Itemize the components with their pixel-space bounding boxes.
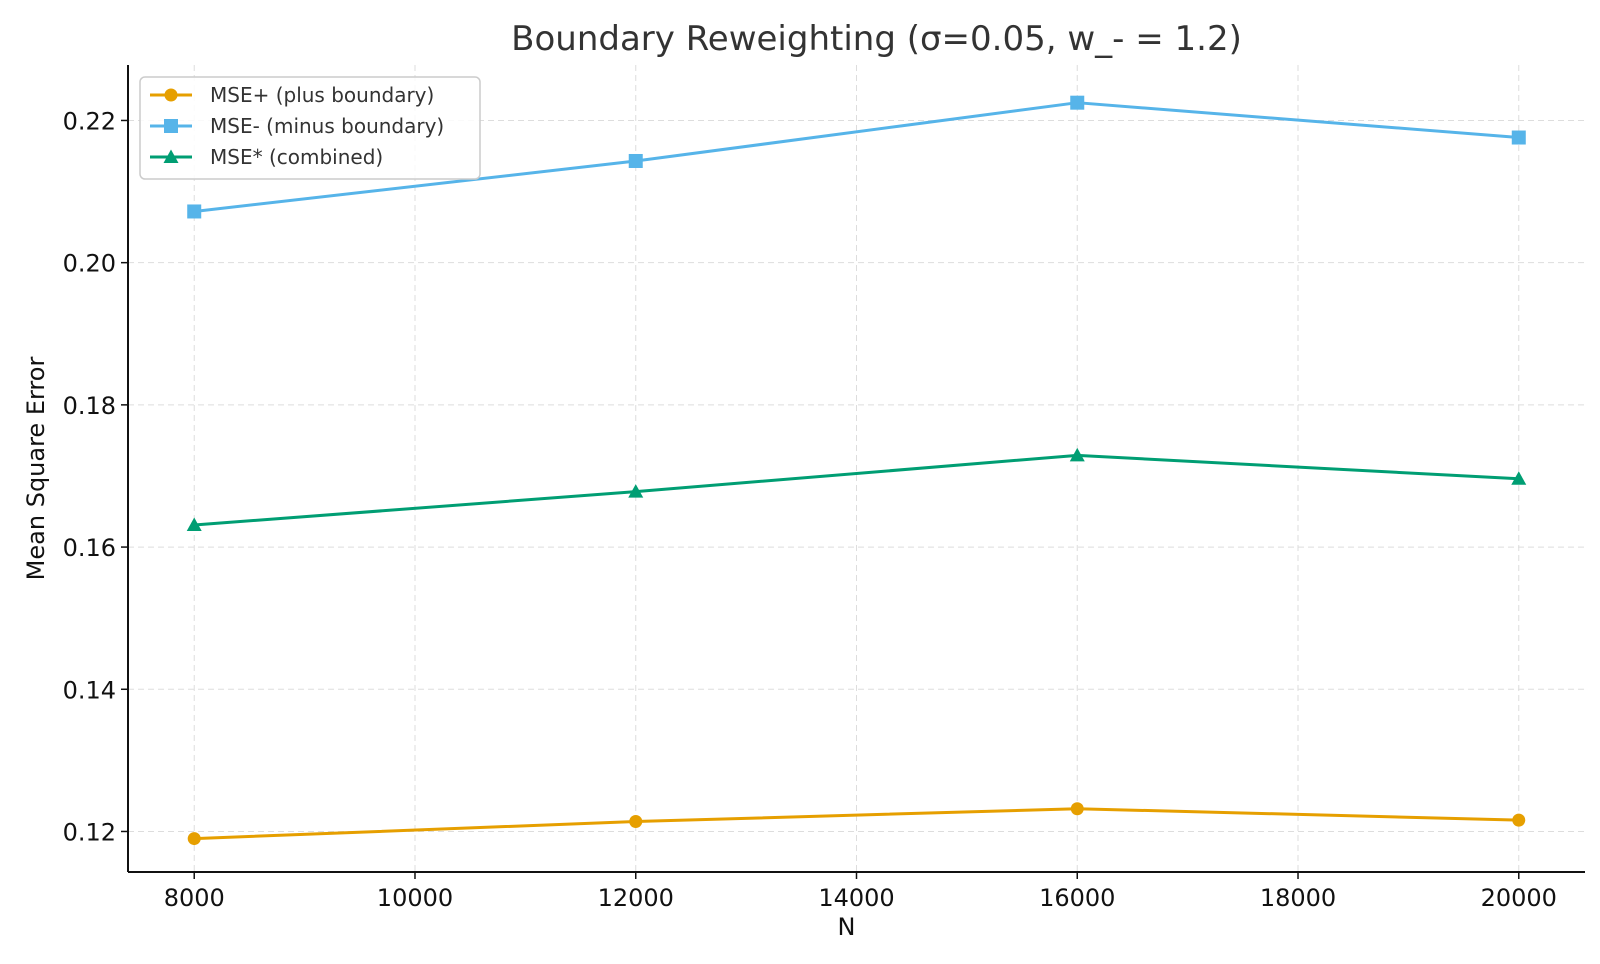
- data-point: [629, 815, 643, 829]
- x-tick-label: 18000: [1260, 884, 1336, 912]
- y-tick-label: 0.12: [63, 818, 116, 846]
- series-line: [194, 807, 1519, 841]
- data-point: [1070, 802, 1084, 816]
- chart-title: Boundary Reweighting (σ=0.05, w_- = 1.2): [511, 19, 1242, 59]
- legend-label: MSE+ (plus boundary): [210, 83, 434, 107]
- y-tick-label: 0.18: [63, 392, 116, 420]
- x-tick-label: 20000: [1481, 884, 1557, 912]
- data-point: [1070, 95, 1085, 110]
- x-tick-label: 8000: [164, 884, 225, 912]
- x-axis-label: N: [838, 913, 856, 941]
- x-tick-label: 10000: [377, 884, 453, 912]
- legend: MSE+ (plus boundary) MSE- (minus boundary…: [139, 76, 481, 180]
- legend-box: [139, 76, 481, 180]
- y-tick-label: 0.14: [63, 676, 116, 704]
- legend-marker: [164, 119, 178, 133]
- y-tick-label: 0.20: [63, 250, 116, 278]
- series-group: [186, 95, 1527, 846]
- x-tick-label: 12000: [598, 884, 674, 912]
- grid: [128, 65, 1585, 872]
- series-3: [186, 447, 1527, 532]
- legend-item: MSE* (combined): [150, 145, 383, 169]
- legend-marker: [164, 88, 178, 102]
- series-1: [187, 802, 1526, 846]
- legend-item: MSE+ (plus boundary): [150, 83, 434, 107]
- axes: 8000 10000 12000 14000 16000 18000 20000 0.12 0.…: [63, 65, 1585, 912]
- data-point: [186, 517, 202, 532]
- series-2: [187, 95, 1526, 219]
- y-tick-label: 0.22: [63, 107, 116, 135]
- legend-label: MSE* (combined): [210, 145, 383, 169]
- labels: Boundary Reweighting (σ=0.05, w_- = 1.2)…: [22, 19, 1242, 941]
- legend-item: MSE- (minus boundary): [150, 114, 444, 138]
- series-line: [194, 453, 1519, 527]
- y-tick-label: 0.16: [63, 534, 116, 562]
- data-point: [628, 484, 644, 498]
- data-point: [1511, 471, 1527, 485]
- x-tick-label: 14000: [818, 884, 894, 912]
- y-axis-label: Mean Square Error: [22, 357, 50, 581]
- data-point: [628, 153, 643, 168]
- legend-label: MSE- (minus boundary): [210, 114, 444, 138]
- data-point: [1512, 813, 1526, 827]
- data-point: [1069, 447, 1085, 462]
- legend-marker: [163, 149, 179, 163]
- x-tick-label: 16000: [1039, 884, 1115, 912]
- data-point: [1511, 130, 1526, 145]
- data-point: [187, 832, 201, 846]
- series-line: [194, 101, 1519, 213]
- data-point: [187, 204, 202, 219]
